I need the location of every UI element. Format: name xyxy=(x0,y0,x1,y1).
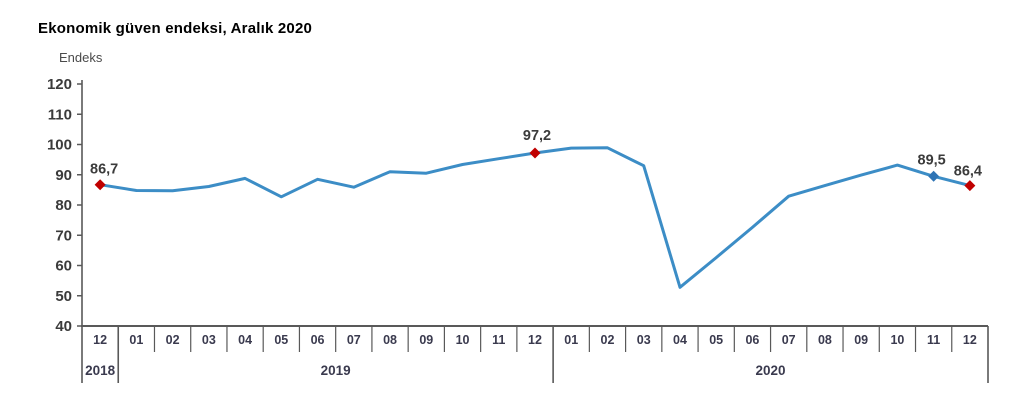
y-tick-label: 40 xyxy=(55,318,72,335)
month-label: 03 xyxy=(202,333,216,347)
y-tick-label: 110 xyxy=(48,106,72,123)
point-value-label: 86,7 xyxy=(90,162,118,178)
month-label: 06 xyxy=(311,333,325,347)
y-tick-label: 100 xyxy=(47,137,72,154)
month-label: 04 xyxy=(673,333,687,347)
point-value-label: 97,2 xyxy=(523,128,551,144)
y-tick-label: 60 xyxy=(55,258,72,275)
data-point-marker xyxy=(529,147,541,159)
month-label: 07 xyxy=(782,333,796,347)
y-tick-label: 120 xyxy=(47,76,72,93)
month-label: 05 xyxy=(274,333,288,347)
month-label: 10 xyxy=(890,333,904,347)
month-label: 07 xyxy=(347,333,361,347)
year-label: 2019 xyxy=(321,363,351,378)
month-label: 12 xyxy=(528,333,542,347)
data-point-marker xyxy=(928,170,940,182)
month-label: 12 xyxy=(93,333,107,347)
y-tick-label: 90 xyxy=(55,167,72,184)
month-label: 06 xyxy=(745,333,759,347)
month-label: 08 xyxy=(383,333,397,347)
data-point-marker xyxy=(964,180,976,192)
month-label: 08 xyxy=(818,333,832,347)
month-label: 03 xyxy=(637,333,651,347)
month-label: 01 xyxy=(129,333,143,347)
month-label: 04 xyxy=(238,333,252,347)
point-value-label: 89,5 xyxy=(918,152,946,168)
month-label: 12 xyxy=(963,333,977,347)
month-label: 09 xyxy=(419,333,433,347)
data-point-marker xyxy=(94,179,106,191)
page-title: Ekonomik güven endeksi, Aralık 2020 xyxy=(38,20,313,37)
month-label: 09 xyxy=(854,333,868,347)
y-tick-label: 50 xyxy=(55,288,72,305)
month-label: 01 xyxy=(564,333,578,347)
y-tick-label: 70 xyxy=(55,227,72,244)
year-label: 2020 xyxy=(756,363,786,378)
point-value-label: 86,4 xyxy=(954,164,982,180)
month-label: 11 xyxy=(927,333,940,347)
index-line xyxy=(98,146,972,289)
month-label: 02 xyxy=(601,333,615,347)
y-tick-label: 80 xyxy=(55,197,72,214)
month-label: 05 xyxy=(709,333,723,347)
month-label: 11 xyxy=(492,333,505,347)
month-label: 10 xyxy=(456,333,470,347)
month-label: 02 xyxy=(166,333,180,347)
y-axis-title: Endeks xyxy=(59,50,103,65)
year-label: 2018 xyxy=(85,363,116,378)
